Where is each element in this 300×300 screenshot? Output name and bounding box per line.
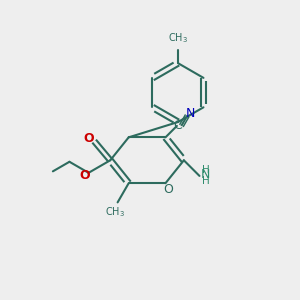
Text: O: O xyxy=(163,183,173,196)
Text: CH$_3$: CH$_3$ xyxy=(105,205,125,218)
Text: N: N xyxy=(201,168,211,181)
Text: H: H xyxy=(202,165,210,175)
Text: N: N xyxy=(186,106,196,120)
Text: H: H xyxy=(202,176,210,186)
Text: CH$_3$: CH$_3$ xyxy=(168,32,188,46)
Text: O: O xyxy=(80,169,90,182)
Text: O: O xyxy=(83,132,94,145)
Text: C: C xyxy=(173,119,182,132)
